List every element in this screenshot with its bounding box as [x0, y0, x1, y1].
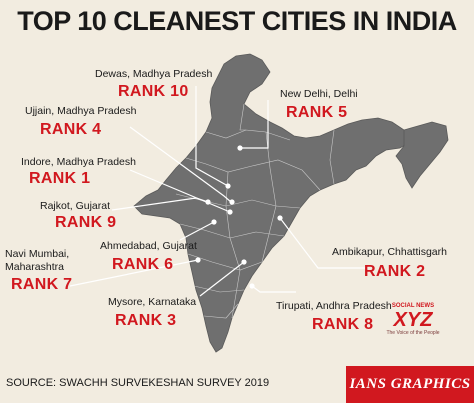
- rank-label-new-delhi: RANK 5: [286, 104, 348, 121]
- dot-tirupati: [249, 283, 255, 289]
- city-label-navi-mumbai: Navi Mumbai, Maharashtra: [5, 248, 70, 273]
- rank-label-rajkot: RANK 9: [55, 214, 117, 231]
- dot-rajkot: [205, 199, 211, 205]
- watermark-logo: SOCIAL NEWS XYZ The Voice of the People: [382, 303, 444, 336]
- dot-ujjain: [229, 199, 235, 205]
- dot-ahmedabad: [211, 219, 217, 225]
- city-label-ahmedabad: Ahmedabad, Gujarat: [100, 240, 197, 252]
- credit-badge: IANS GRAPHICS: [346, 366, 474, 403]
- city-label-ambikapur: Ambikapur, Chhattisgarh: [332, 246, 447, 258]
- rank-label-dewas: RANK 10: [118, 83, 189, 100]
- watermark-line1: SOCIAL NEWS: [391, 303, 435, 309]
- watermark-line3: The Voice of the People: [386, 330, 440, 336]
- state-borders: [175, 103, 335, 319]
- dot-ambikapur: [277, 215, 283, 221]
- city-label-tirupati: Tirupati, Andhra Pradesh: [276, 300, 392, 312]
- watermark-line2: XYZ: [393, 309, 433, 331]
- rank-label-indore: RANK 1: [29, 170, 91, 187]
- dot-mysore: [241, 259, 247, 265]
- leader-lines: [69, 86, 368, 297]
- rank-label-ahmedabad: RANK 6: [112, 256, 174, 273]
- rank-label-tirupati: RANK 8: [312, 316, 374, 333]
- page-title: TOP 10 CLEANEST CITIES IN INDIA: [17, 6, 457, 36]
- city-label-mysore: Mysore, Karnataka: [108, 296, 197, 308]
- city-dots: [195, 145, 283, 289]
- dot-indore: [227, 209, 233, 215]
- dot-navi-mumbai: [195, 257, 201, 263]
- source-note: SOURCE: SWACHH SURVEKESHAN SURVEY 2019: [6, 377, 270, 389]
- rank-label-navi-mumbai: RANK 7: [11, 276, 73, 293]
- northeast-shape: [395, 121, 449, 189]
- city-label-new-delhi: New Delhi, Delhi: [280, 88, 358, 100]
- city-label-ujjain: Ujjain, Madhya Pradesh: [25, 105, 137, 117]
- city-label-dewas: Dewas, Madhya Pradesh: [95, 68, 213, 80]
- rank-label-ambikapur: RANK 2: [364, 263, 426, 280]
- rank-label-mysore: RANK 3: [115, 312, 177, 329]
- rank-label-ujjain: RANK 4: [40, 121, 102, 138]
- city-label-rajkot: Rajkot, Gujarat: [40, 200, 111, 212]
- city-label-indore: Indore, Madhya Pradesh: [21, 156, 136, 168]
- dot-new-delhi: [237, 145, 243, 151]
- dot-dewas: [225, 183, 231, 189]
